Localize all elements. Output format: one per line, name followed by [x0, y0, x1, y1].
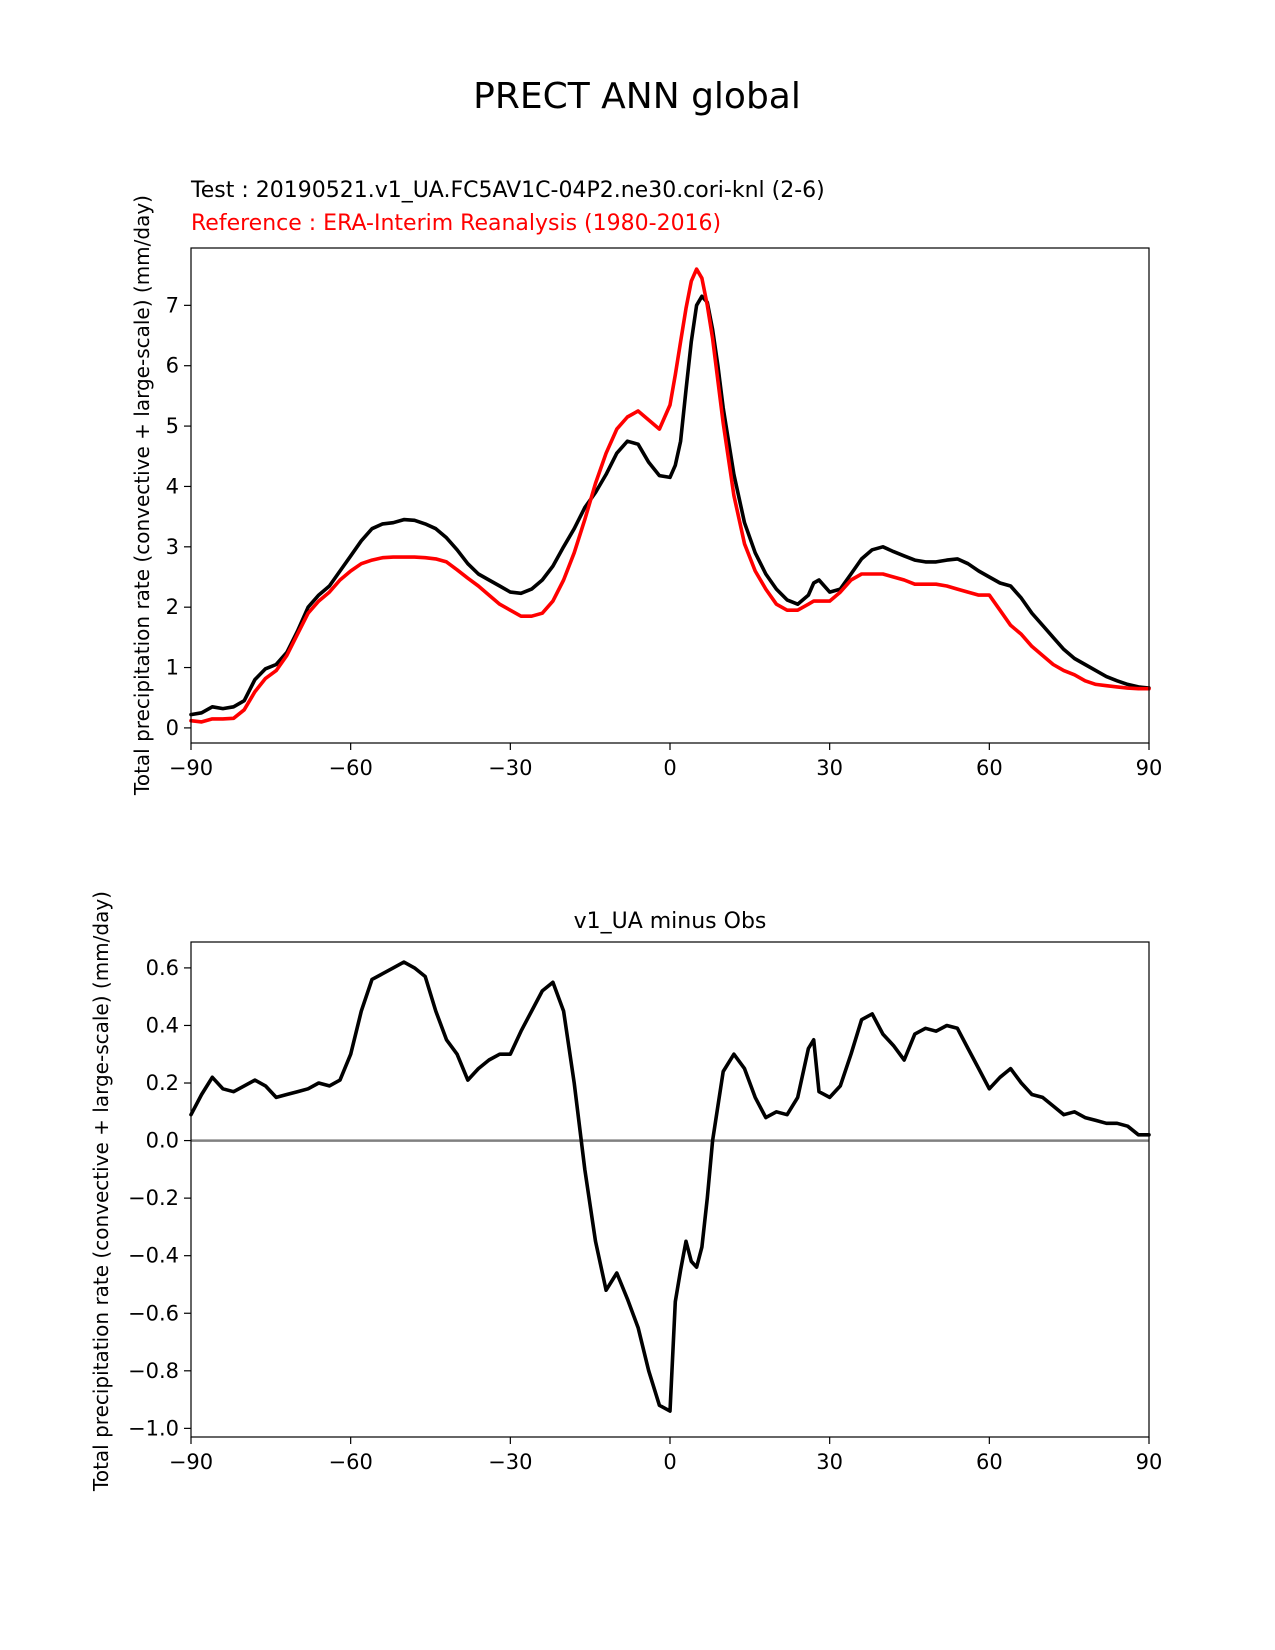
series-line-test [189, 294, 1151, 717]
y-tick-label: 0.4 [146, 1013, 179, 1037]
x-tick-label: −30 [488, 1450, 532, 1474]
top-panel: Test : 20190521.v1_UA.FC5AV1C-04P2.ne30.… [130, 178, 1162, 796]
y-tick-label: 6 [166, 354, 179, 378]
y-tick-label: −0.4 [128, 1244, 179, 1268]
y-tick-label: 7 [166, 293, 179, 317]
x-tick-label: 60 [976, 756, 1003, 780]
bottom-panel: v1_UA minus Obs −90 −60 −30 0 30 60 90 −1.0 −0.8… [89, 891, 1162, 1492]
x-tick-label: −60 [329, 756, 373, 780]
y-tick-label: 0.0 [146, 1129, 179, 1153]
top-plot-frame [190, 247, 1150, 744]
x-tick-label: 30 [816, 1450, 843, 1474]
y-tick-label: −0.6 [128, 1301, 179, 1325]
series-line-reference [189, 267, 1151, 724]
x-tick-label: −60 [329, 1450, 373, 1474]
bottom-series [189, 960, 1151, 1413]
x-tick-label: 90 [1136, 1450, 1163, 1474]
figure-title: PRECT ANN global [473, 76, 801, 117]
y-tick-label: 2 [166, 595, 179, 619]
x-tick-label: 30 [816, 756, 843, 780]
y-tick-label: 5 [166, 414, 179, 438]
y-tick-label: 4 [166, 474, 179, 498]
bottom-title: v1_UA minus Obs [574, 909, 767, 934]
reference-label: Reference : ERA-Interim Reanalysis (1980… [191, 211, 721, 236]
top-axes: −90 −60 −30 0 30 60 90 0 1 2 3 4 5 6 7 [166, 293, 1163, 780]
y-tick-label: 0 [166, 716, 179, 740]
y-tick-label: −0.8 [128, 1359, 179, 1383]
bottom-ylabel: Total precipitation rate (convective + l… [89, 891, 113, 1492]
test-label: Test : 20190521.v1_UA.FC5AV1C-04P2.ne30.… [190, 178, 825, 203]
x-tick-label: 90 [1136, 756, 1163, 780]
x-tick-label: 60 [976, 1450, 1003, 1474]
x-tick-label: 0 [663, 1450, 676, 1474]
x-tick-label: 0 [663, 756, 676, 780]
y-tick-label: −0.2 [128, 1186, 179, 1210]
series-line-difference [189, 960, 1151, 1413]
y-tick-label: 0.2 [146, 1071, 179, 1095]
bottom-plot-frame [190, 941, 1150, 1438]
y-tick-label: −1.0 [128, 1416, 179, 1440]
y-tick-label: 0.6 [146, 956, 179, 980]
y-tick-label: 1 [166, 656, 179, 680]
y-tick-label: 3 [166, 535, 179, 559]
x-tick-label: −30 [488, 756, 532, 780]
x-tick-label: −90 [169, 1450, 213, 1474]
x-tick-label: −90 [169, 756, 213, 780]
bottom-axes: −90 −60 −30 0 30 60 90 −1.0 −0.8 −0.6 −0.4 −0.2 0.0 0… [128, 956, 1162, 1474]
top-series [189, 267, 1151, 724]
top-ylabel: Total precipitation rate (convective + l… [130, 195, 154, 796]
